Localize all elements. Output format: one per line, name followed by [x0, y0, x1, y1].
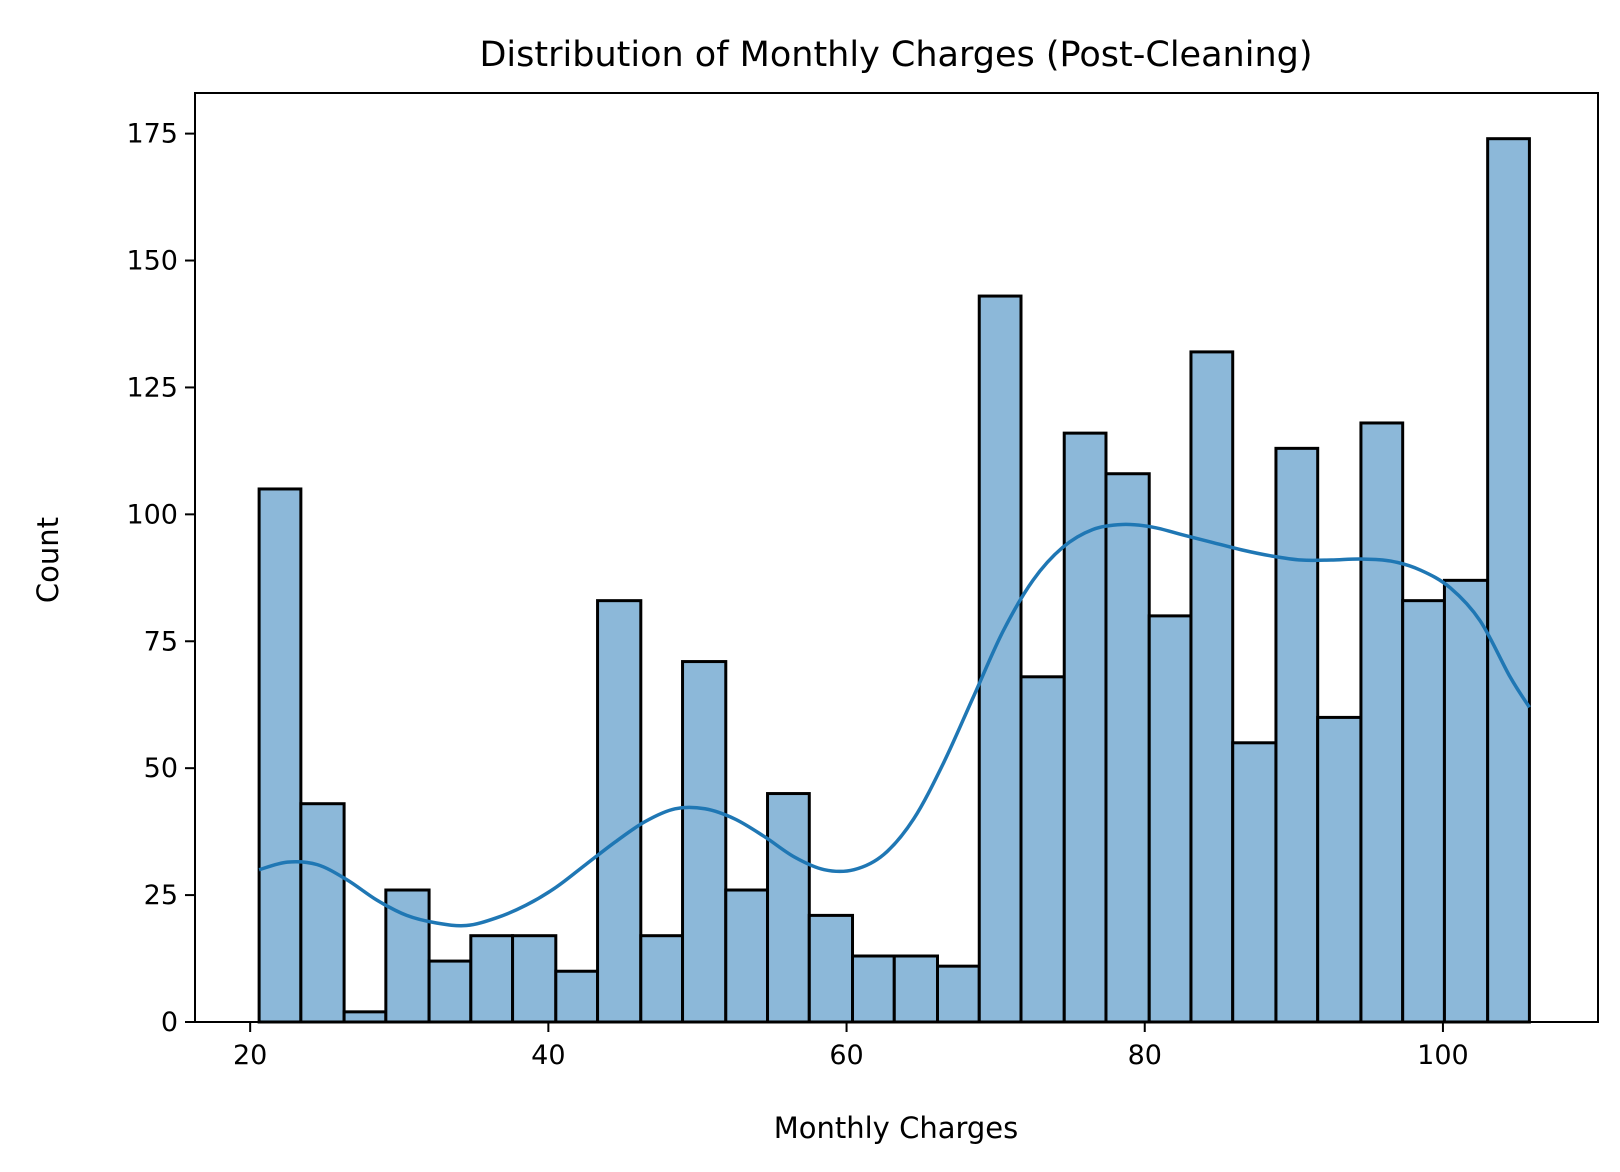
histogram-bar-29: [1486, 137, 1531, 1024]
y-tick-label-125: 125: [126, 372, 178, 403]
y-tick-label-100: 100: [126, 499, 178, 530]
histogram-bar-10: [681, 660, 728, 1024]
histogram-bar-21: [1147, 614, 1193, 1024]
y-axis-label: Count: [31, 517, 65, 603]
x-tick-label-100: 100: [1417, 1040, 1469, 1071]
histogram-bar-7: [554, 969, 600, 1024]
y-tick-label-175: 175: [126, 119, 178, 150]
plot-frame: [194, 92, 1599, 1023]
histogram-bar-2: [342, 1010, 388, 1024]
histogram-bar-16: [936, 964, 981, 1024]
histogram-bar-20: [1104, 472, 1151, 1024]
y-tick-label-25: 25: [144, 880, 178, 911]
histogram-bar-5: [469, 934, 515, 1024]
histogram-bar-6: [511, 934, 558, 1024]
histogram-bar-19: [1062, 431, 1108, 1024]
histogram-bar-14: [851, 954, 896, 1024]
x-tick-label-60: 60: [829, 1040, 863, 1071]
histogram-bar-26: [1359, 421, 1405, 1024]
x-tick-label-20: 20: [233, 1040, 267, 1071]
histogram-bar-25: [1316, 715, 1363, 1024]
histogram-bar-1: [299, 802, 346, 1024]
histogram-bar-23: [1231, 741, 1278, 1024]
histogram-bar-15: [892, 954, 940, 1024]
y-tick-label-0: 0: [161, 1007, 178, 1038]
histogram-bar-8: [596, 599, 643, 1024]
y-tick-label-150: 150: [126, 246, 178, 277]
histogram-bar-12: [766, 792, 811, 1024]
histogram-bar-27: [1401, 599, 1446, 1024]
histogram-bar-24: [1274, 446, 1320, 1024]
histogram-bar-4: [427, 959, 473, 1024]
chart-title: Distribution of Monthly Charges (Post-Cl…: [479, 35, 1312, 75]
histogram-bar-11: [724, 888, 770, 1024]
histogram-bar-22: [1189, 350, 1235, 1024]
kde-curve-group: [258, 522, 1531, 928]
histogram-bar-0: [257, 487, 303, 1024]
histogram-bar-18: [1019, 675, 1066, 1024]
histogram-bar-9: [639, 934, 685, 1024]
histogram-bar-17: [977, 294, 1023, 1024]
histogram-bars: [257, 137, 1531, 1024]
y-tick-label-75: 75: [144, 626, 178, 657]
kde-line: [258, 522, 1531, 928]
y-tick-label-50: 50: [144, 753, 178, 784]
x-tick-label-40: 40: [531, 1040, 565, 1071]
histogram-bar-13: [807, 913, 855, 1024]
histogram-bar-28: [1442, 578, 1490, 1024]
x-tick-label-80: 80: [1128, 1040, 1162, 1071]
axes: 20 40 60 80 100 0 25 50 75 100 125 150 175: [126, 92, 1599, 1071]
x-axis-label: Monthly Charges: [774, 1111, 1019, 1145]
